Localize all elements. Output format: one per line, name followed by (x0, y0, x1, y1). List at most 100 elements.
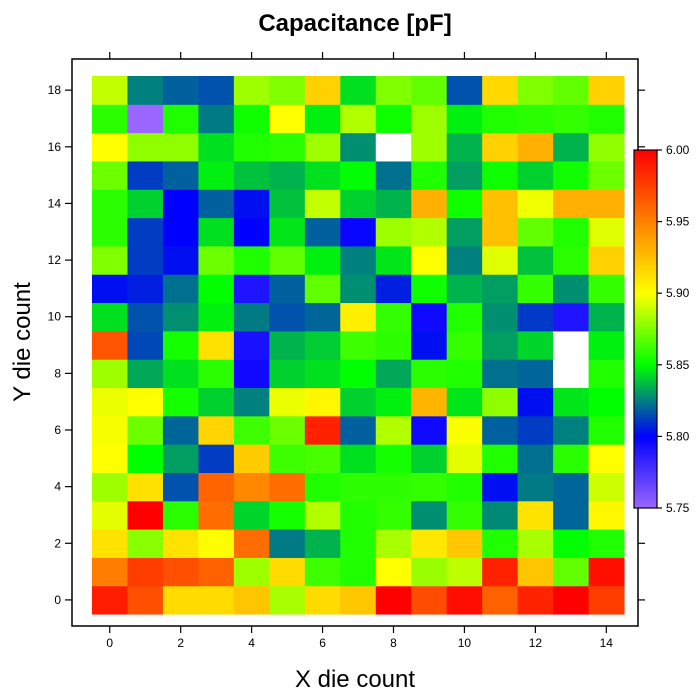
heatmap-cell (127, 585, 164, 615)
chart-title: Capacitance [pF] (258, 10, 451, 37)
heatmap-cell (127, 245, 164, 275)
colorbar-ticks: 5.75 5.80 5.85 5.90 5.95 6.00 (657, 143, 690, 515)
y-tick-label: 6 (54, 423, 61, 437)
heatmap-cell (340, 557, 377, 587)
heatmap-cell (517, 500, 554, 530)
heatmap-cell (446, 189, 483, 219)
heatmap-cell (304, 472, 341, 502)
heatmap-cell (269, 387, 306, 417)
heatmap-cell (304, 387, 341, 417)
heatmap-cell (375, 160, 412, 190)
heatmap-cell (92, 415, 128, 445)
heatmap-cell (553, 132, 590, 162)
heatmap-cell (482, 585, 519, 615)
heatmap-cell (92, 529, 128, 558)
x-tick-label: 0 (106, 636, 113, 650)
heatmap-cell (340, 76, 377, 105)
heatmap-cell (411, 444, 448, 473)
heatmap-cell (446, 330, 483, 360)
heatmap-cell (411, 132, 448, 162)
x-tick-label: 12 (529, 636, 543, 650)
heatmap-cell (517, 104, 554, 134)
heatmap-cell (553, 160, 590, 190)
heatmap-cell (517, 585, 554, 615)
heatmap-cell (92, 132, 128, 162)
heatmap-cell (162, 585, 199, 615)
heatmap-cell (588, 245, 625, 275)
heatmap-cell (198, 104, 235, 134)
heatmap-cell (375, 415, 412, 445)
heatmap-cell (340, 529, 377, 558)
heatmap-cell (446, 359, 483, 389)
heatmap-cell (482, 189, 519, 219)
heatmap-cell (446, 104, 483, 134)
heatmap-cell (304, 444, 341, 473)
heatmap-cell (482, 415, 519, 445)
heatmap-cell (162, 529, 199, 558)
y-tick-label: 10 (48, 310, 62, 324)
heatmap-cell (482, 132, 519, 162)
colorbar-tick-label: 5.85 (666, 358, 690, 372)
heatmap-cell (269, 160, 306, 190)
heatmap-cell (304, 132, 341, 162)
heatmap-cell (588, 585, 625, 615)
heatmap-cell (92, 444, 128, 473)
heatmap-cell (304, 76, 341, 105)
heatmap-cell (553, 302, 590, 332)
heatmap-cell (304, 104, 341, 134)
x-axis-label: X die count (295, 666, 415, 693)
heatmap-cell (553, 189, 590, 219)
heatmap-cell (446, 217, 483, 247)
heatmap-cell (233, 585, 270, 615)
heatmap-cell (340, 387, 377, 417)
heatmap-cell (127, 444, 164, 473)
heatmap-cell (411, 359, 448, 389)
y-tick-label: 14 (48, 196, 62, 210)
heatmap-cell (233, 529, 270, 558)
heatmap-cell (162, 132, 199, 162)
heatmap-cell (92, 76, 128, 105)
heatmap-cell (553, 415, 590, 445)
heatmap-cell (269, 274, 306, 304)
heatmap-cell (162, 557, 199, 587)
x-tick-label: 4 (248, 636, 255, 650)
heatmap-cell (198, 132, 235, 162)
heatmap-cell (482, 330, 519, 360)
heatmap-cell (411, 104, 448, 134)
heatmap-cell (269, 557, 306, 587)
heatmap-cell (269, 415, 306, 445)
heatmap-cell (304, 529, 341, 558)
y-tick-label: 18 (48, 83, 62, 97)
heatmap-cell (517, 472, 554, 502)
heatmap-cell (127, 359, 164, 389)
heatmap-cell (588, 189, 625, 219)
heatmap-cell (482, 217, 519, 247)
heatmap-cell (233, 359, 270, 389)
heatmap-cell (340, 444, 377, 473)
heatmap-cell (553, 76, 590, 105)
heatmap-cell (517, 387, 554, 417)
heatmap-cell (127, 387, 164, 417)
heatmap-cell (588, 500, 625, 530)
heatmap-cell (482, 387, 519, 417)
heatmap-cell (340, 104, 377, 134)
heatmap-cell (269, 472, 306, 502)
heatmap-cell (269, 444, 306, 473)
heatmap-cell (304, 217, 341, 247)
heatmap-cell (198, 274, 235, 304)
heatmap-cell (340, 500, 377, 530)
heatmap-cell (198, 500, 235, 530)
heatmap-cell (92, 302, 128, 332)
heatmap-cell (198, 387, 235, 417)
heatmap-cell (588, 415, 625, 445)
heatmap-cell (198, 330, 235, 360)
colorbar-tick-label: 5.95 (666, 215, 690, 229)
heatmap-cell (233, 444, 270, 473)
heatmap-cell (127, 472, 164, 502)
heatmap-cell (198, 557, 235, 587)
heatmap-cell (162, 500, 199, 530)
heatmap-cell (269, 132, 306, 162)
heatmap-cell (446, 529, 483, 558)
heatmap-cell (446, 585, 483, 615)
